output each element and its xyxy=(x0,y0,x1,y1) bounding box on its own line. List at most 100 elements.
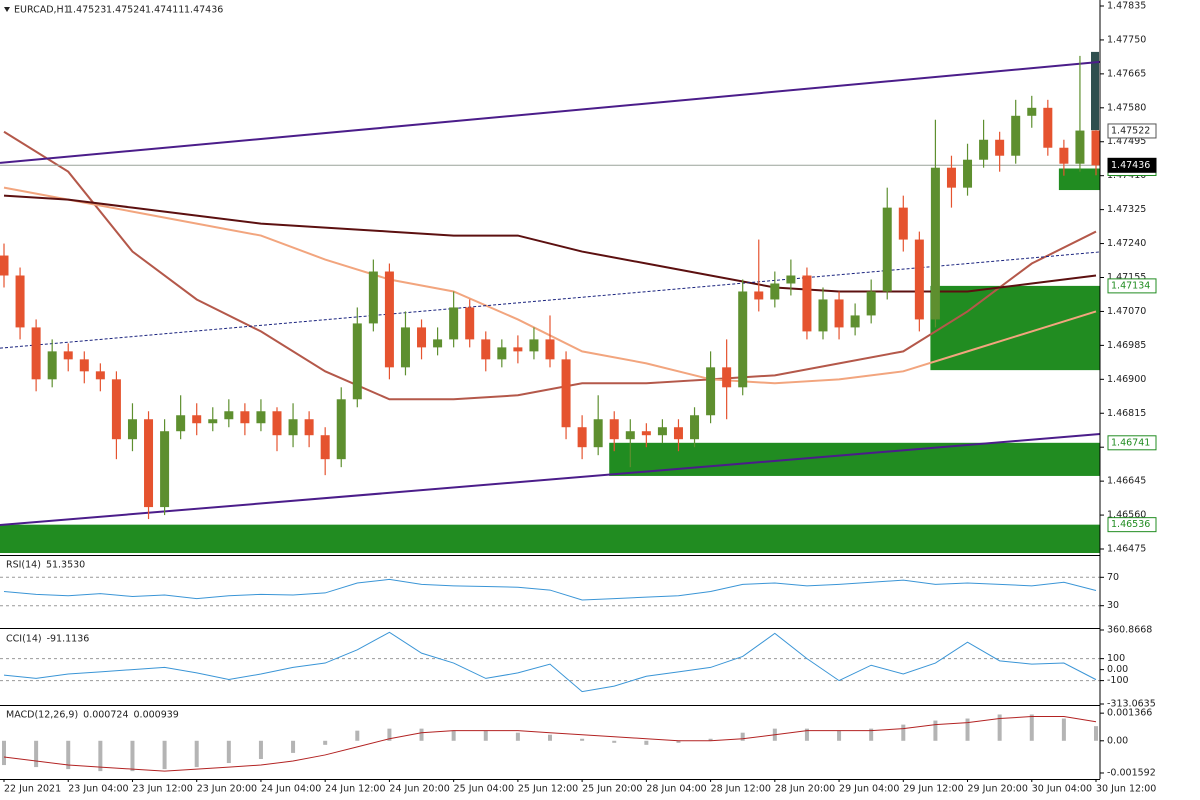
macd-bar xyxy=(194,740,199,768)
highlight xyxy=(1091,51,1099,131)
y-tick-label: 1.47665 xyxy=(1107,68,1146,79)
x-tick-label: 23 Jun 04:00 xyxy=(68,784,128,795)
y-tick-label: 1.47750 xyxy=(1107,34,1146,45)
macd-bar xyxy=(965,718,970,741)
candle-body xyxy=(577,427,587,448)
candle-body xyxy=(1011,115,1021,156)
macd-bar xyxy=(676,740,681,743)
candle-body xyxy=(144,419,154,508)
candle-body xyxy=(304,419,314,436)
macd-bar xyxy=(419,728,424,741)
candle-body xyxy=(914,239,924,320)
close: 1.47436 xyxy=(184,5,223,16)
candle-body xyxy=(657,427,667,436)
candle-body xyxy=(176,415,186,432)
price-label-box xyxy=(1107,517,1157,533)
candle-body xyxy=(545,339,555,360)
candle-body xyxy=(240,411,250,424)
macd-bar xyxy=(34,740,39,768)
menu-arrow[interactable] xyxy=(4,7,10,12)
candle-body xyxy=(818,299,828,332)
price-label: 1.47436 xyxy=(1111,160,1150,171)
candle-body xyxy=(497,347,507,360)
price-label: 1.46741 xyxy=(1111,437,1150,448)
y-tick-label: 360.8668 xyxy=(1107,625,1152,636)
y-tick-label: 1.47835 xyxy=(1107,0,1146,11)
candle-body xyxy=(770,283,780,300)
high: 1.47524 xyxy=(106,5,145,16)
zone xyxy=(609,442,1100,476)
x-tick-label: 24 Jun 12:00 xyxy=(325,784,385,795)
candle-body xyxy=(850,315,860,328)
macd-bar xyxy=(515,732,520,741)
y-tick-label: 1.46645 xyxy=(1107,476,1146,487)
indicator-line xyxy=(3,578,1097,601)
candle-body xyxy=(417,327,427,348)
indicator-value: 51.3530 xyxy=(46,560,85,571)
macd-bar xyxy=(997,714,1002,741)
y-tick-label: 0.00 xyxy=(1107,664,1128,675)
candle-body xyxy=(738,291,748,388)
y-tick-label: 1.47495 xyxy=(1107,136,1146,147)
candle-body xyxy=(481,339,491,360)
y-tick-label: 1.46560 xyxy=(1107,510,1146,521)
y-tick-label: 1.47325 xyxy=(1107,204,1146,215)
macd-bar xyxy=(580,738,585,741)
candle-body xyxy=(320,435,330,460)
macd-bar xyxy=(708,738,713,741)
symbol: EURCAD,H1 xyxy=(14,5,70,16)
candle-body xyxy=(63,351,73,360)
macd-bar xyxy=(323,740,328,745)
x-tick-label: 22 Jun 2021 xyxy=(4,784,61,795)
candle-body xyxy=(561,359,571,428)
moving-average xyxy=(3,194,1097,293)
price-label: 1.47134 xyxy=(1111,280,1150,291)
candle-body xyxy=(0,255,9,276)
macd-bar xyxy=(483,730,488,741)
trendline xyxy=(0,60,1101,164)
macd-bar xyxy=(740,732,745,741)
candle-body xyxy=(995,139,1005,156)
y-tick-label: 70 xyxy=(1107,572,1119,583)
zone xyxy=(0,524,1100,554)
y-tick-label: 1.47070 xyxy=(1107,306,1146,317)
indicator-line xyxy=(3,631,1097,693)
price-label-box xyxy=(1107,278,1157,294)
moving-average xyxy=(3,130,1097,401)
x-tick-label: 25 Jun 12:00 xyxy=(518,784,578,795)
macd-bar xyxy=(1094,726,1098,741)
y-tick-label: 1.47155 xyxy=(1107,272,1146,283)
indicator-title: MACD(12,26,9) xyxy=(6,710,78,721)
x-tick-label: 24 Jun 20:00 xyxy=(389,784,449,795)
candle-body xyxy=(79,359,89,372)
x-tick-label: 28 Jun 12:00 xyxy=(711,784,771,795)
candle-body xyxy=(898,207,908,240)
candle-body xyxy=(930,167,940,320)
indicator-value: 0.000724 xyxy=(83,710,128,721)
indicator-value: 0.000939 xyxy=(134,710,179,721)
y-tick-label: 1.46985 xyxy=(1107,340,1146,351)
candle-body xyxy=(15,275,25,328)
candle-body xyxy=(802,275,812,332)
candle-body xyxy=(754,291,764,300)
price-label-box xyxy=(1107,123,1157,139)
candle-body xyxy=(352,323,362,400)
x-tick-label: 23 Jun 12:00 xyxy=(132,784,192,795)
open: 1.47523 xyxy=(67,5,106,16)
candle-body xyxy=(368,271,378,324)
candle-body xyxy=(834,299,844,328)
y-tick-label: -0.001592 xyxy=(1107,767,1156,778)
plot-layer xyxy=(0,51,1101,772)
y-tick-label: 1.46815 xyxy=(1107,408,1146,419)
y-tick-label: -100 xyxy=(1107,675,1129,686)
macd-bar xyxy=(612,740,617,743)
candle-body xyxy=(433,339,443,348)
candle-body xyxy=(963,159,973,188)
macd-bar xyxy=(66,740,71,770)
candle-body xyxy=(400,327,410,368)
y-tick-label: 1.46475 xyxy=(1107,544,1146,555)
macd-bar xyxy=(933,720,938,741)
trendline xyxy=(0,433,1101,527)
macd-bar xyxy=(869,728,874,741)
